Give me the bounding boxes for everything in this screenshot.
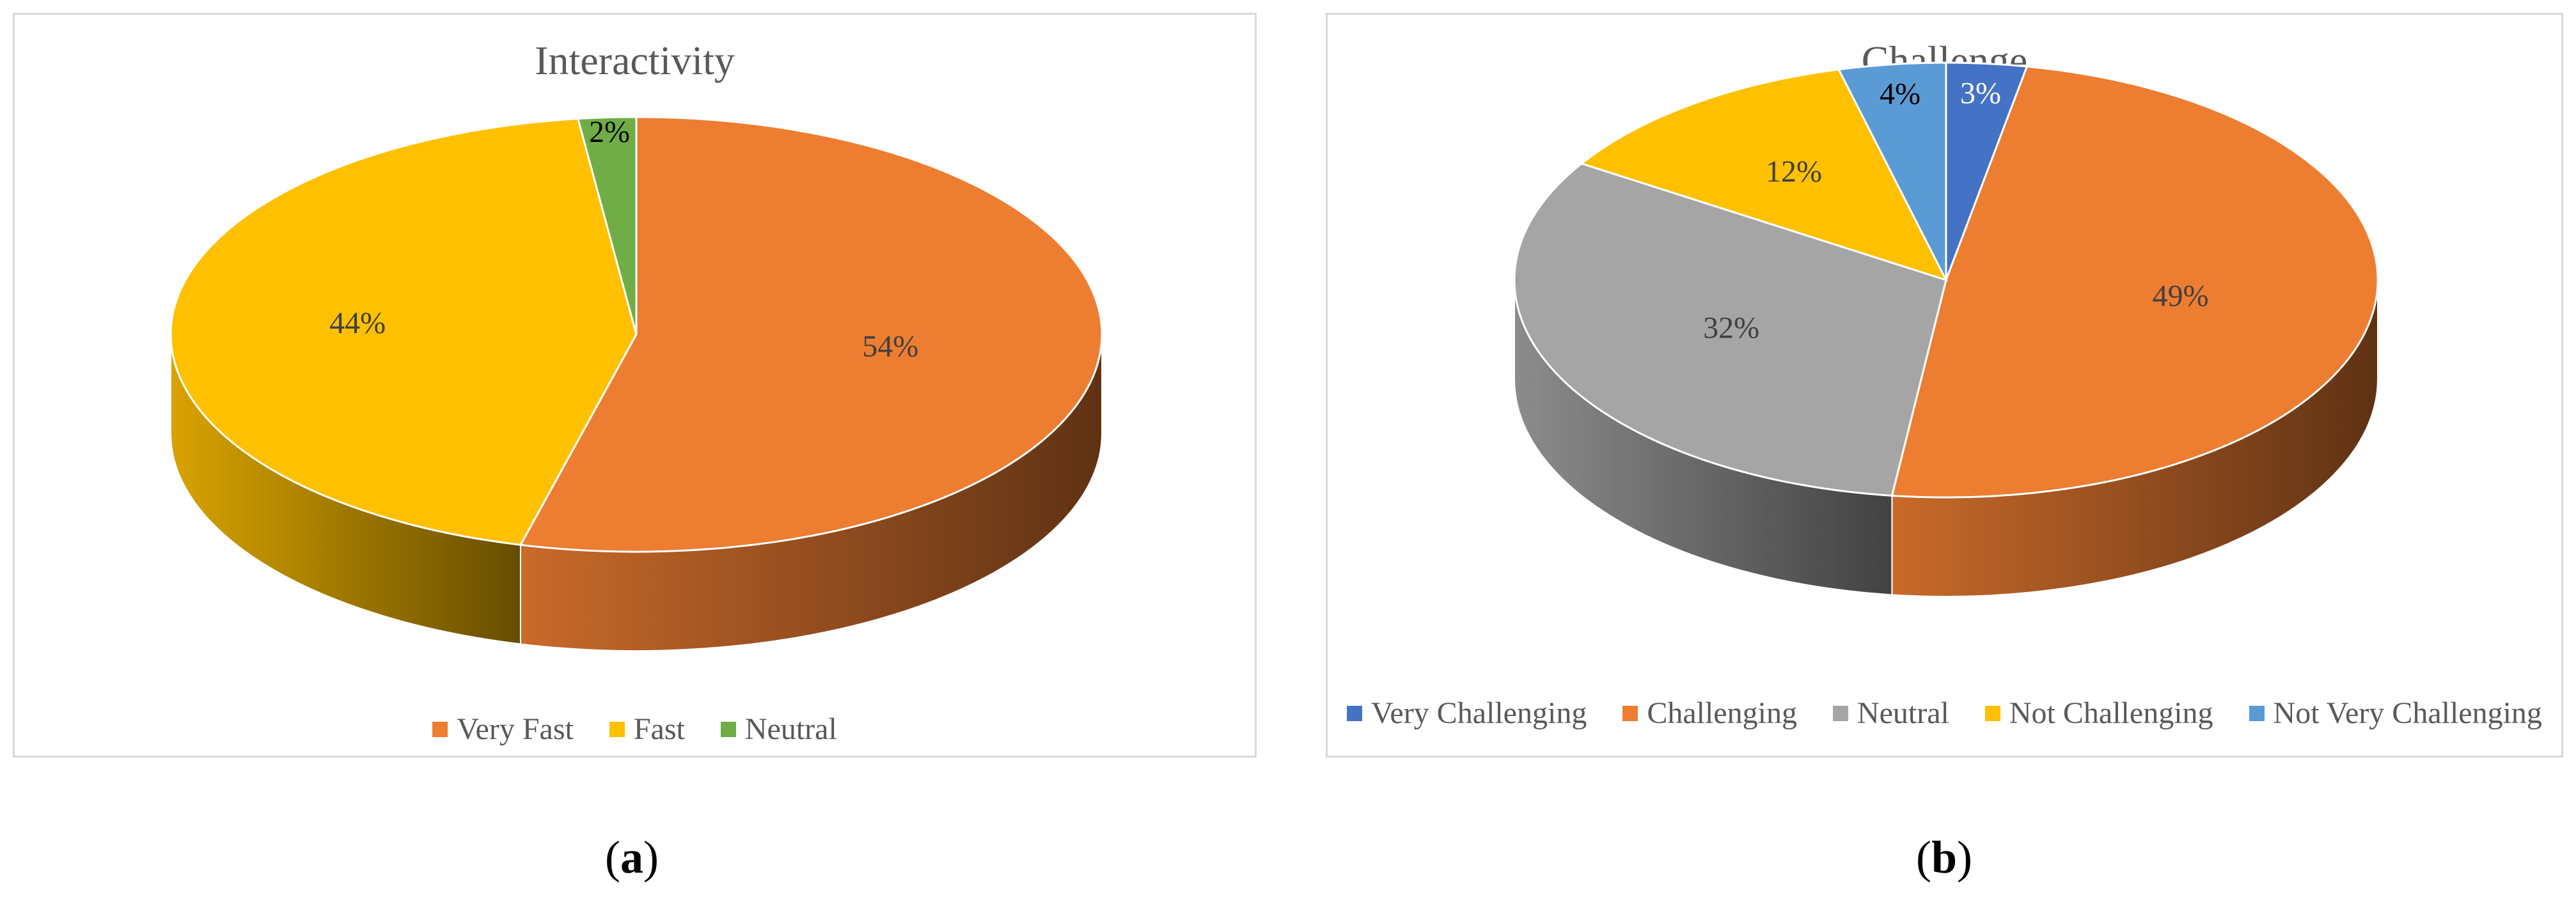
data-label-fast: 44% (329, 306, 386, 340)
pie-slice-neutral (576, 116, 638, 335)
data-label-very-fast: 54% (862, 329, 918, 363)
pie-chart-interactivity: 54% 44% 2% (169, 115, 1103, 651)
legend-item-not-challenging: Not Challenging (1984, 696, 2213, 731)
data-label-not-challenging: 12% (1766, 155, 1822, 189)
pie-slice-not-challenging (1579, 68, 1948, 282)
data-label-not-very-challenging: 4% (1880, 77, 1920, 111)
panel-label-a: (a) (605, 832, 659, 883)
legend-swatch (609, 721, 625, 737)
legend-label: Neutral (744, 712, 837, 746)
legend-swatch (432, 721, 448, 737)
legend-item-challenging: Challenging (1622, 696, 1797, 731)
legend-label: Fast (633, 712, 685, 746)
pie-slice-neutral (1513, 162, 1947, 497)
chart-legend: Very Fast Fast Neutral (15, 712, 1255, 747)
legend-swatch (720, 721, 736, 737)
data-label-neutral: 2% (589, 115, 630, 149)
legend-item-neutral: Neutral (720, 712, 837, 747)
legend-label: Not Very Challenging (2273, 696, 2542, 730)
legend-label: Challenging (1647, 696, 1797, 730)
pie-slice-not-very-challenging (1837, 61, 1947, 281)
data-label-neutral: 32% (1703, 311, 1759, 345)
legend-label: Very Fast (457, 712, 574, 746)
pie-chart-challenge: 3% 49% 32% 12% 4% (1513, 61, 2379, 597)
legend-label: Very Challenging (1371, 696, 1587, 730)
legend-swatch (1347, 705, 1363, 721)
legend-swatch (1984, 705, 2000, 721)
legend-swatch (2249, 705, 2265, 721)
legend-item-not-very-challenging: Not Very Challenging (2249, 696, 2542, 731)
data-label-very-challenging: 3% (1960, 76, 2001, 110)
legend-item-very-challenging: Very Challenging (1347, 696, 1587, 731)
legend-swatch (1832, 705, 1848, 721)
legend-swatch (1622, 705, 1638, 721)
chart-panel-interactivity: Interactivity 54% 44% 2% Very Fast Fast Neut… (13, 13, 1257, 758)
pie-slice-fast (169, 118, 638, 546)
panel-label-b: (b) (1915, 832, 1972, 883)
legend-label: Not Challenging (2009, 696, 2213, 730)
data-label-challenging: 49% (2153, 279, 2209, 313)
chart-legend: Very Challenging Challenging Neutral Not Ch… (1328, 696, 2561, 731)
pie-slice-very-fast (519, 116, 1103, 553)
pie-slice-challenging (1890, 65, 2379, 499)
legend-item-fast: Fast (609, 712, 685, 747)
legend-label: Neutral (1857, 696, 1949, 730)
legend-item-very-fast: Very Fast (432, 712, 574, 747)
legend-item-neutral: Neutral (1832, 696, 1949, 731)
chart-panel-challenge: Challenge 3% 49% 32% 12% 4% Very Challenging… (1326, 13, 2563, 758)
chart-title: Interactivity (535, 38, 735, 83)
